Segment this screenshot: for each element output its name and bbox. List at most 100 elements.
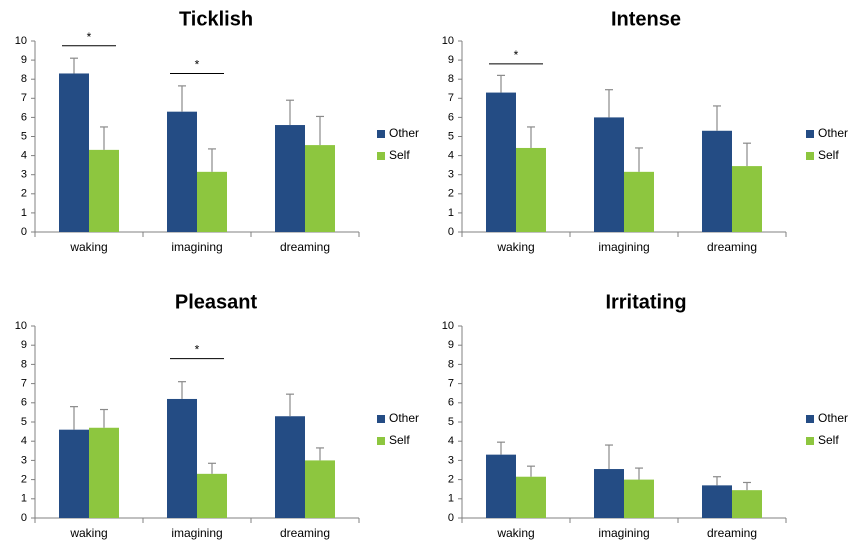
y-tick-label: 10 [15, 35, 27, 47]
y-tick-label: 3 [21, 454, 27, 466]
y-tick-label: 6 [448, 397, 454, 409]
y-tick-label: 8 [448, 358, 454, 370]
y-tick-label: 5 [21, 130, 27, 142]
legend-swatch-self [806, 437, 814, 445]
y-tick-label: 0 [21, 226, 27, 238]
legend-swatch-self [377, 437, 385, 445]
bar-self [89, 427, 119, 518]
significance-star: * [195, 57, 200, 71]
chart-title: Irritating [605, 291, 686, 313]
bar-other [594, 469, 624, 518]
legend-label-other: Other [818, 411, 848, 425]
x-category-label: imagining [171, 526, 222, 540]
y-tick-label: 6 [21, 111, 27, 123]
y-tick-label: 7 [21, 92, 27, 104]
legend-label-other: Other [818, 126, 848, 140]
y-tick-label: 10 [15, 320, 27, 332]
legend-label-self: Self [818, 148, 839, 162]
y-tick-label: 3 [21, 169, 27, 181]
y-tick-label: 4 [448, 150, 454, 162]
chart-panel-2: Intense 0 1 2 3 4 5 6 7 8 9 10 waking imagining dreami… [442, 8, 848, 254]
bar-self [732, 490, 762, 518]
legend-swatch-other [377, 130, 385, 138]
legend-label-self: Self [389, 433, 410, 447]
y-tick-label: 7 [448, 92, 454, 104]
y-tick-label: 5 [21, 416, 27, 428]
bar-self [516, 147, 546, 232]
bar-self [89, 149, 119, 232]
bar-self [197, 473, 227, 518]
chart-panel-1: Ticklish 0 1 2 3 4 5 6 7 8 9 10 waking imagining dream… [15, 8, 419, 254]
bar-self [516, 476, 546, 518]
y-tick-label: 6 [21, 397, 27, 409]
y-tick-label: 6 [448, 111, 454, 123]
chart-title: Intense [611, 8, 681, 30]
x-category-label: waking [496, 526, 534, 540]
x-category-label: dreaming [280, 240, 330, 254]
y-tick-label: 0 [448, 512, 454, 524]
legend-swatch-other [377, 415, 385, 423]
chart-title: Ticklish [179, 8, 253, 30]
chart-panel-3: Pleasant 0 1 2 3 4 5 6 7 8 9 10 waking imagining dream… [15, 291, 419, 540]
bar-other [59, 73, 89, 232]
legend-label-other: Other [389, 411, 419, 425]
y-tick-label: 10 [442, 35, 454, 47]
y-tick-label: 9 [21, 339, 27, 351]
legend-swatch-other [806, 415, 814, 423]
y-tick-label: 10 [442, 320, 454, 332]
bar-other [167, 111, 197, 232]
y-tick-label: 1 [448, 207, 454, 219]
y-tick-label: 2 [21, 188, 27, 200]
y-tick-label: 7 [448, 378, 454, 390]
y-tick-label: 8 [448, 73, 454, 85]
bar-self [624, 171, 654, 232]
y-tick-label: 9 [448, 54, 454, 66]
bar-self [305, 145, 335, 232]
y-tick-label: 8 [21, 73, 27, 85]
legend-swatch-other [806, 130, 814, 138]
chart-panel-4: Irritating 0 1 2 3 4 5 6 7 8 9 10 waking imagining dre… [442, 291, 848, 540]
y-tick-label: 9 [21, 54, 27, 66]
bar-other [486, 454, 516, 518]
y-tick-label: 3 [448, 169, 454, 181]
bar-self [624, 479, 654, 518]
legend-label-self: Self [818, 433, 839, 447]
bar-other [167, 398, 197, 518]
y-tick-label: 4 [21, 150, 27, 162]
y-tick-label: 1 [21, 207, 27, 219]
x-category-label: waking [69, 240, 107, 254]
y-tick-label: 1 [448, 493, 454, 505]
legend-label-other: Other [389, 126, 419, 140]
bar-other [702, 130, 732, 232]
chart-title: Pleasant [175, 291, 258, 313]
legend-swatch-self [377, 152, 385, 160]
x-category-label: imagining [598, 240, 649, 254]
bar-self [305, 460, 335, 518]
bar-other [594, 117, 624, 232]
y-tick-label: 2 [448, 188, 454, 200]
bar-other [59, 429, 89, 518]
y-tick-label: 8 [21, 358, 27, 370]
significance-star: * [87, 30, 92, 44]
legend-label-self: Self [389, 148, 410, 162]
y-tick-label: 5 [448, 416, 454, 428]
bar-self [197, 171, 227, 232]
y-tick-label: 9 [448, 339, 454, 351]
x-category-label: dreaming [707, 526, 757, 540]
bar-self [732, 166, 762, 232]
bar-other [702, 485, 732, 518]
bar-other [275, 416, 305, 518]
y-tick-label: 3 [448, 454, 454, 466]
y-tick-label: 2 [21, 474, 27, 486]
x-category-label: waking [496, 240, 534, 254]
x-category-label: waking [69, 526, 107, 540]
y-tick-label: 4 [448, 435, 454, 447]
bar-other [486, 92, 516, 232]
y-tick-label: 5 [448, 130, 454, 142]
x-category-label: dreaming [707, 240, 757, 254]
y-tick-label: 0 [21, 512, 27, 524]
bar-other [275, 125, 305, 232]
x-category-label: imagining [598, 526, 649, 540]
x-category-label: imagining [171, 240, 222, 254]
